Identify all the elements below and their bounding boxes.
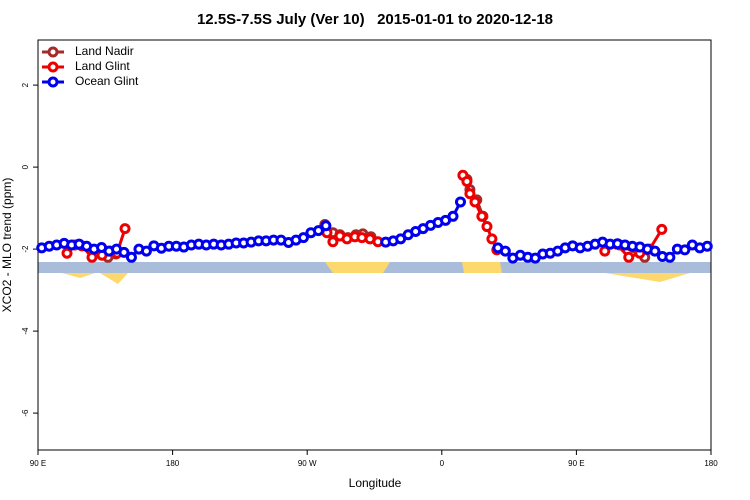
- y-axis-label: XCO2 - MLO trend (ppm): [0, 178, 14, 313]
- data-point: [312, 225, 324, 237]
- legend-marker: [47, 46, 59, 58]
- legend-label: Land Nadir: [75, 44, 134, 58]
- data-point: [140, 245, 152, 257]
- y-tick-label: -6: [21, 409, 30, 417]
- data-point: [623, 251, 635, 263]
- y-tick-label: 2: [21, 82, 30, 87]
- data-point: [461, 175, 473, 187]
- land-strip: [62, 273, 95, 278]
- legend-marker: [47, 76, 59, 88]
- data-point: [664, 251, 676, 263]
- data-point: [447, 210, 459, 222]
- data-point: [125, 251, 137, 263]
- data-point: [499, 245, 511, 257]
- land-strip: [100, 273, 128, 284]
- land-strip: [325, 262, 390, 273]
- map-strip: [38, 262, 711, 284]
- data-point: [649, 245, 661, 257]
- data-point: [118, 246, 130, 258]
- data-point: [469, 196, 481, 208]
- land-strip: [462, 262, 502, 273]
- legend-label: Ocean Glint: [75, 74, 139, 88]
- x-tick-label: 180: [704, 459, 718, 468]
- chart-title: 12.5S-7.5S July (Ver 10) 2015-01-01 to 2…: [197, 11, 553, 28]
- legend-marker: [47, 61, 59, 73]
- y-tick-label: 0: [21, 164, 30, 169]
- x-tick-label: 180: [166, 459, 180, 468]
- data-point: [320, 220, 332, 232]
- data-point: [454, 196, 466, 208]
- x-tick-label: 90 E: [30, 459, 46, 468]
- data-point: [119, 223, 131, 235]
- y-tick-label: -2: [21, 245, 30, 253]
- data-point: [297, 232, 309, 244]
- legend-label: Land Glint: [75, 59, 130, 73]
- data-point: [481, 221, 493, 233]
- data-point: [327, 236, 339, 248]
- x-tick-label: 90 W: [298, 459, 317, 468]
- data-point: [61, 247, 73, 259]
- data-point: [679, 244, 691, 256]
- data-point: [486, 233, 498, 245]
- data-point: [476, 210, 488, 222]
- land-strip: [605, 273, 690, 282]
- data-point: [701, 240, 713, 252]
- data-point: [464, 188, 476, 200]
- y-tick-label: -4: [21, 327, 30, 335]
- x-tick-label: 90 E: [568, 459, 584, 468]
- x-tick-label: 0: [440, 459, 445, 468]
- data-point: [656, 223, 668, 235]
- x-axis-label: Longitude: [349, 476, 402, 490]
